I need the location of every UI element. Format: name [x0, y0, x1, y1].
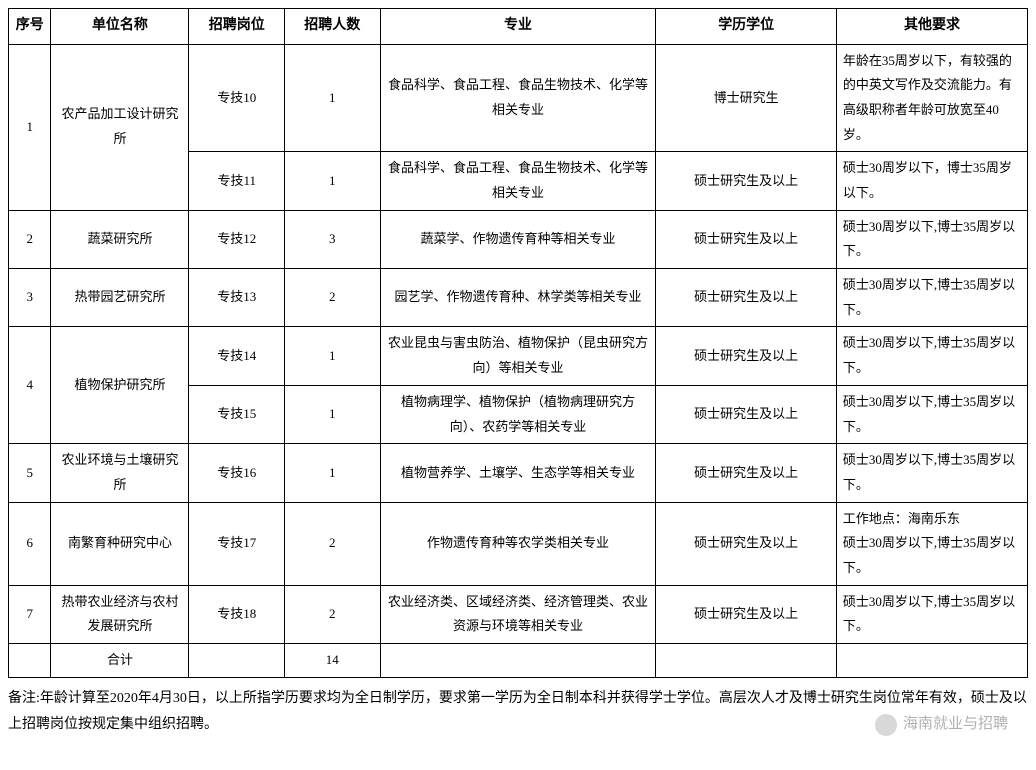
header-position: 招聘岗位: [189, 9, 285, 45]
cell-seq: 2: [9, 210, 51, 268]
cell-empty: [9, 644, 51, 678]
cell-major: 农业昆虫与害虫防治、植物保护（昆虫研究方向）等相关专业: [380, 327, 656, 385]
recruitment-table: 序号 单位名称 招聘岗位 招聘人数 专业 学历学位 其他要求 1 农产品加工设计…: [8, 8, 1028, 678]
cell-education: 硕士研究生及以上: [656, 585, 836, 643]
cell-position: 专技11: [189, 152, 285, 210]
table-row: 3 热带园艺研究所 专技13 2 园艺学、作物遗传育种、林学类等相关专业 硕士研…: [9, 269, 1028, 327]
cell-position: 专技10: [189, 44, 285, 152]
cell-position: 专技16: [189, 444, 285, 502]
watermark-text: 海南就业与招聘: [903, 710, 1008, 739]
header-unit: 单位名称: [51, 9, 189, 45]
cell-empty: [380, 644, 656, 678]
cell-total-value: 14: [284, 644, 380, 678]
cell-education: 博士研究生: [656, 44, 836, 152]
table-total-row: 合计 14: [9, 644, 1028, 678]
cell-major: 园艺学、作物遗传育种、林学类等相关专业: [380, 269, 656, 327]
table-row: 6 南繁育种研究中心 专技17 2 作物遗传育种等农学类相关专业 硕士研究生及以…: [9, 502, 1028, 585]
cell-major: 食品科学、食品工程、食品生物技术、化学等相关专业: [380, 44, 656, 152]
cell-education: 硕士研究生及以上: [656, 444, 836, 502]
cell-other: 工作地点：海南乐东硕士30周岁以下,博士35周岁以下。: [836, 502, 1027, 585]
table-body: 1 农产品加工设计研究所 专技10 1 食品科学、食品工程、食品生物技术、化学等…: [9, 44, 1028, 677]
cell-unit: 蔬菜研究所: [51, 210, 189, 268]
cell-total-label: 合计: [51, 644, 189, 678]
cell-other: 硕士30周岁以下,博士35周岁以下。: [836, 444, 1027, 502]
cell-major: 作物遗传育种等农学类相关专业: [380, 502, 656, 585]
cell-empty: [836, 644, 1027, 678]
cell-other: 硕士30周岁以下,博士35周岁以下。: [836, 327, 1027, 385]
table-row: 1 农产品加工设计研究所 专技10 1 食品科学、食品工程、食品生物技术、化学等…: [9, 44, 1028, 152]
header-seq: 序号: [9, 9, 51, 45]
table-row: 7 热带农业经济与农村发展研究所 专技18 2 农业经济类、区域经济类、经济管理…: [9, 585, 1028, 643]
cell-seq: 6: [9, 502, 51, 585]
cell-major: 蔬菜学、作物遗传育种等相关专业: [380, 210, 656, 268]
cell-count: 1: [284, 327, 380, 385]
cell-seq: 5: [9, 444, 51, 502]
table-row: 4 植物保护研究所 专技14 1 农业昆虫与害虫防治、植物保护（昆虫研究方向）等…: [9, 327, 1028, 385]
cell-education: 硕士研究生及以上: [656, 502, 836, 585]
cell-major: 植物营养学、土壤学、生态学等相关专业: [380, 444, 656, 502]
footnote-text: 备注:年龄计算至2020年4月30日，以上所指学历要求均为全日制学历，要求第一学…: [8, 691, 1027, 733]
table-row: 5 农业环境与土壤研究所 专技16 1 植物营养学、土壤学、生态学等相关专业 硕…: [9, 444, 1028, 502]
cell-count: 2: [284, 269, 380, 327]
watermark-icon: [875, 714, 897, 736]
cell-major: 农业经济类、区域经济类、经济管理类、农业资源与环境等相关专业: [380, 585, 656, 643]
cell-unit: 农产品加工设计研究所: [51, 44, 189, 210]
cell-unit: 农业环境与土壤研究所: [51, 444, 189, 502]
cell-major: 植物病理学、植物保护（植物病理研究方向）、农药学等相关专业: [380, 385, 656, 443]
cell-count: 2: [284, 502, 380, 585]
cell-seq: 4: [9, 327, 51, 444]
cell-count: 3: [284, 210, 380, 268]
cell-empty: [189, 644, 285, 678]
cell-position: 专技13: [189, 269, 285, 327]
cell-unit: 南繁育种研究中心: [51, 502, 189, 585]
cell-position: 专技14: [189, 327, 285, 385]
cell-other: 硕士30周岁以下,博士35周岁以下。: [836, 210, 1027, 268]
cell-education: 硕士研究生及以上: [656, 269, 836, 327]
cell-count: 1: [284, 44, 380, 152]
header-education: 学历学位: [656, 9, 836, 45]
cell-other: 硕士30周岁以下,博士35周岁以下。: [836, 585, 1027, 643]
cell-education: 硕士研究生及以上: [656, 152, 836, 210]
cell-education: 硕士研究生及以上: [656, 385, 836, 443]
cell-count: 1: [284, 444, 380, 502]
cell-position: 专技15: [189, 385, 285, 443]
table-header-row: 序号 单位名称 招聘岗位 招聘人数 专业 学历学位 其他要求: [9, 9, 1028, 45]
cell-count: 1: [284, 385, 380, 443]
header-major: 专业: [380, 9, 656, 45]
cell-empty: [656, 644, 836, 678]
cell-seq: 3: [9, 269, 51, 327]
table-row: 2 蔬菜研究所 专技12 3 蔬菜学、作物遗传育种等相关专业 硕士研究生及以上 …: [9, 210, 1028, 268]
cell-unit: 植物保护研究所: [51, 327, 189, 444]
cell-other: 硕士30周岁以下,博士35周岁以下。: [836, 385, 1027, 443]
cell-count: 1: [284, 152, 380, 210]
cell-position: 专技18: [189, 585, 285, 643]
cell-other: 硕士30周岁以下，博士35周岁以下。: [836, 152, 1027, 210]
header-other: 其他要求: [836, 9, 1027, 45]
cell-unit: 热带园艺研究所: [51, 269, 189, 327]
cell-position: 专技17: [189, 502, 285, 585]
cell-education: 硕士研究生及以上: [656, 327, 836, 385]
watermark: 海南就业与招聘: [875, 710, 1008, 739]
header-count: 招聘人数: [284, 9, 380, 45]
cell-other: 硕士30周岁以下,博士35周岁以下。: [836, 269, 1027, 327]
footnote-container: 备注:年龄计算至2020年4月30日，以上所指学历要求均为全日制学历，要求第一学…: [8, 686, 1028, 739]
cell-unit: 热带农业经济与农村发展研究所: [51, 585, 189, 643]
cell-seq: 1: [9, 44, 51, 210]
cell-seq: 7: [9, 585, 51, 643]
cell-count: 2: [284, 585, 380, 643]
cell-position: 专技12: [189, 210, 285, 268]
cell-other: 年龄在35周岁以下，有较强的的中英文写作及交流能力。有高级职称者年龄可放宽至40…: [836, 44, 1027, 152]
cell-education: 硕士研究生及以上: [656, 210, 836, 268]
cell-major: 食品科学、食品工程、食品生物技术、化学等相关专业: [380, 152, 656, 210]
